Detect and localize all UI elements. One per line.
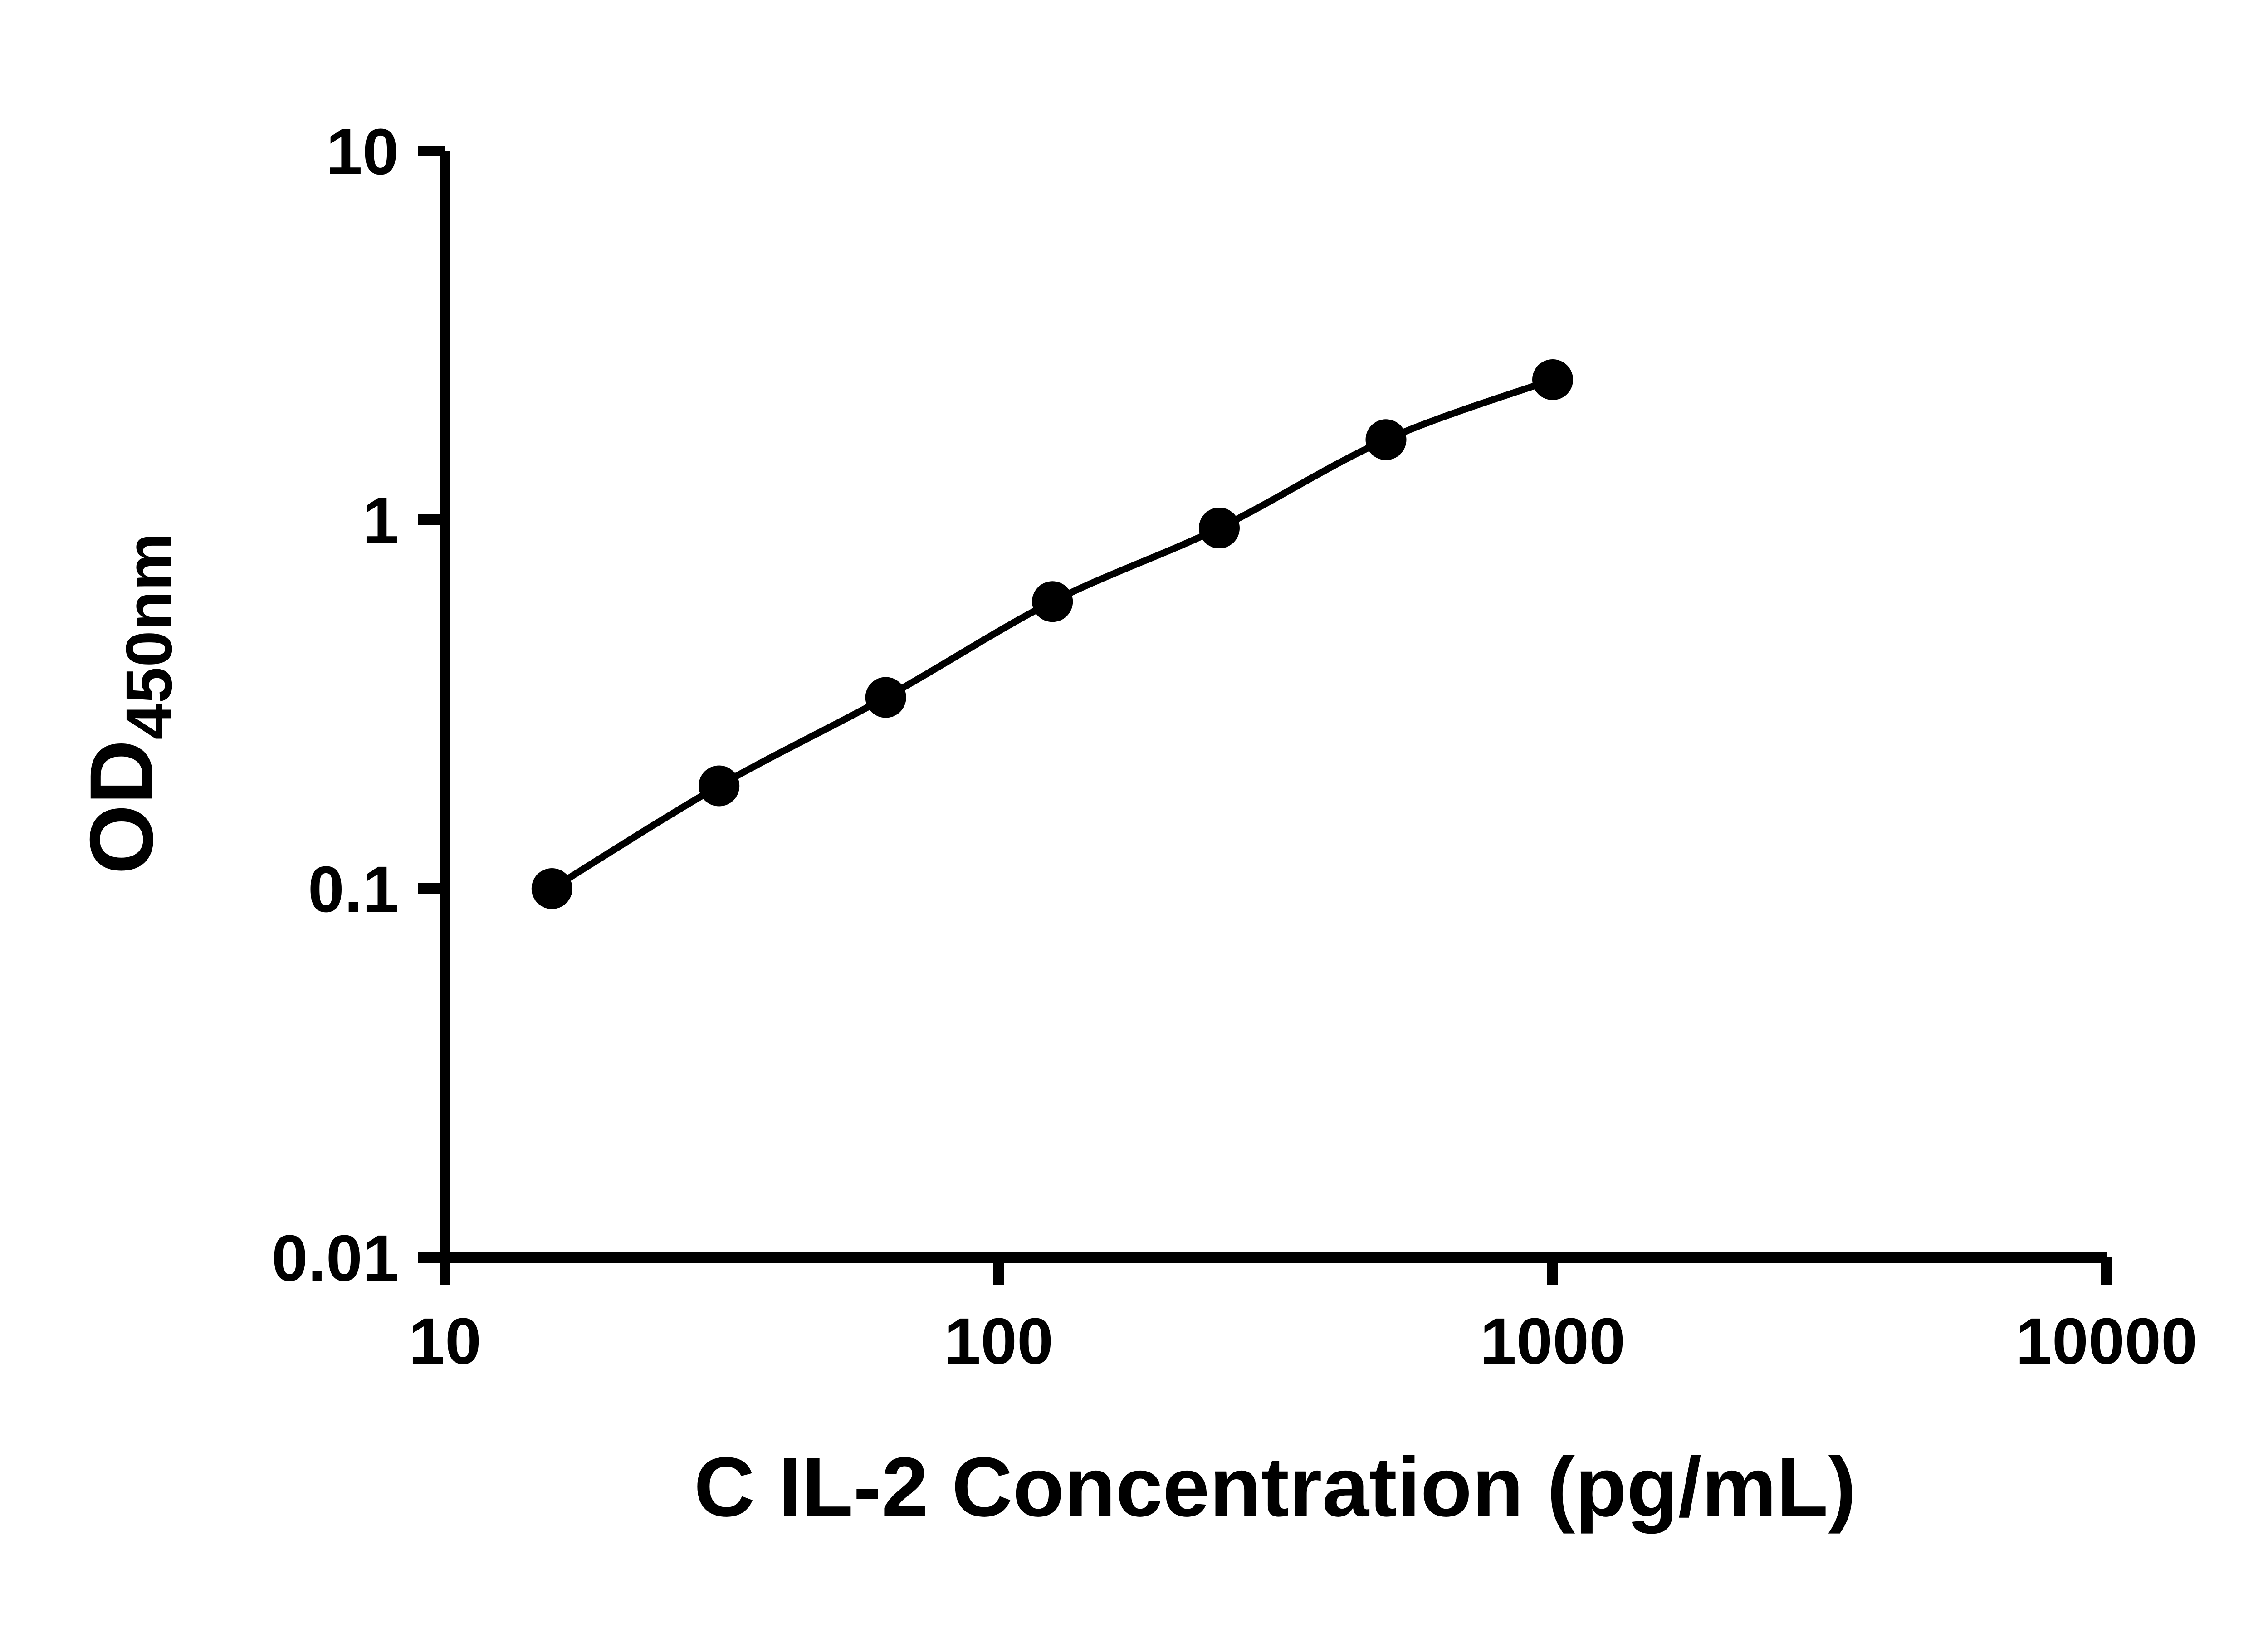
x-axis-title: C IL-2 Concentration (pg/mL) bbox=[694, 1440, 1857, 1534]
standard-curve-line bbox=[550, 376, 1554, 892]
y-tick-label: 1 bbox=[362, 484, 399, 557]
y-axis-title-subscript: 450nm bbox=[112, 533, 186, 739]
y-axis-title-main: OD bbox=[71, 740, 171, 875]
data-point-marker bbox=[1032, 581, 1073, 622]
x-tick-label: 10 bbox=[409, 1305, 481, 1378]
series-line bbox=[550, 376, 1554, 892]
x-tick-label: 1000 bbox=[1480, 1305, 1625, 1378]
data-point-marker bbox=[1199, 508, 1240, 548]
axes bbox=[440, 151, 2107, 1263]
x-tick-label: 100 bbox=[944, 1305, 1053, 1378]
y-tick-label: 0.01 bbox=[272, 1222, 399, 1295]
y-tick-label: 0.1 bbox=[308, 853, 399, 926]
y-tick-label: 10 bbox=[326, 115, 399, 188]
x-tick-label: 10000 bbox=[2016, 1305, 2197, 1378]
y-axis-title: OD450nm bbox=[71, 533, 186, 874]
series-points bbox=[531, 359, 1573, 909]
data-point-marker bbox=[1532, 359, 1573, 400]
y-tick-labels: 10 1 0.1 0.01 bbox=[272, 115, 399, 1295]
x-ticks bbox=[440, 1257, 2112, 1285]
axis-frame bbox=[440, 151, 2107, 1263]
data-point-marker bbox=[531, 868, 572, 909]
x-tick-labels: 10 100 1000 10000 bbox=[409, 1305, 2197, 1378]
data-point-marker bbox=[1365, 419, 1407, 460]
y-ticks bbox=[418, 146, 445, 1263]
data-point-marker bbox=[865, 677, 906, 718]
data-point-marker bbox=[699, 765, 740, 807]
